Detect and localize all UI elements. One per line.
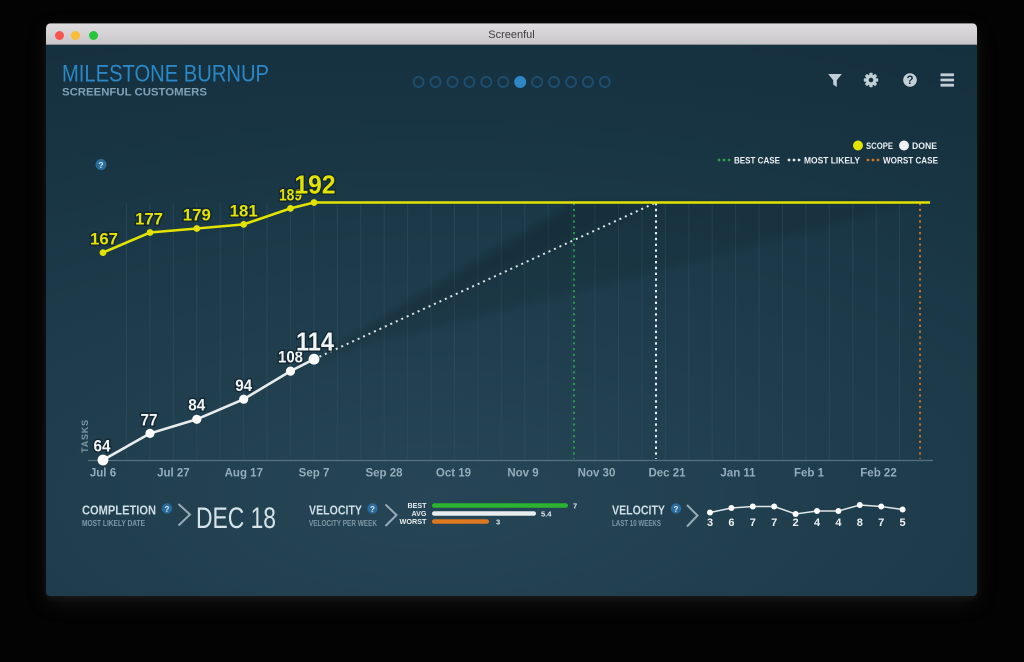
svg-text:Feb 1: Feb 1 (794, 468, 825, 480)
svg-text:7: 7 (573, 502, 577, 511)
svg-text:SCOPE: SCOPE (866, 141, 893, 151)
svg-text:COMPLETION: COMPLETION (82, 503, 156, 518)
svg-text:3: 3 (707, 517, 713, 529)
svg-text:Aug 17: Aug 17 (225, 468, 263, 480)
svg-text:2: 2 (793, 517, 799, 529)
svg-text:179: 179 (183, 207, 211, 225)
svg-text:?: ? (906, 75, 913, 87)
svg-text:189: 189 (279, 186, 302, 204)
svg-text:84: 84 (188, 397, 206, 415)
svg-text:114: 114 (296, 327, 334, 357)
svg-text:TASKS: TASKS (80, 419, 90, 453)
svg-text:Sep 7: Sep 7 (299, 468, 330, 480)
svg-text:VELOCITY: VELOCITY (612, 503, 665, 518)
svg-text:94: 94 (235, 377, 253, 395)
svg-text:177: 177 (135, 211, 163, 229)
svg-text:WORST: WORST (400, 517, 427, 526)
svg-text:VELOCITY: VELOCITY (309, 503, 362, 518)
svg-text:DEC 18: DEC 18 (196, 502, 276, 535)
svg-text:77: 77 (141, 411, 158, 429)
svg-text:5.4: 5.4 (541, 510, 552, 519)
svg-text:BEST CASE: BEST CASE (734, 156, 780, 166)
svg-text:Sep 28: Sep 28 (365, 468, 403, 480)
svg-text:?: ? (370, 505, 375, 514)
svg-text:?: ? (165, 505, 170, 514)
svg-text:181: 181 (230, 202, 258, 220)
svg-text:Nov 30: Nov 30 (578, 468, 616, 480)
svg-text:MILESTONE BURNUP: MILESTONE BURNUP (62, 61, 269, 88)
svg-text:Jul 6: Jul 6 (90, 468, 116, 480)
svg-text:7: 7 (750, 517, 756, 529)
svg-text:7: 7 (771, 517, 777, 529)
svg-text:5: 5 (900, 517, 906, 529)
svg-text:3: 3 (496, 518, 500, 527)
svg-text:VELOCITY PER WEEK: VELOCITY PER WEEK (309, 519, 377, 528)
svg-text:MOST LIKELY: MOST LIKELY (804, 156, 860, 166)
svg-text:?: ? (98, 160, 103, 170)
svg-text:167: 167 (90, 231, 118, 249)
svg-text:4: 4 (814, 517, 821, 529)
svg-text:192: 192 (295, 170, 336, 200)
svg-text:7: 7 (878, 517, 884, 529)
svg-text:Nov 9: Nov 9 (507, 468, 538, 480)
svg-text:?: ? (674, 505, 679, 514)
svg-text:Jan 11: Jan 11 (720, 468, 756, 480)
svg-text:Jul 27: Jul 27 (157, 468, 190, 480)
svg-text:8: 8 (857, 517, 863, 529)
svg-text:Dec 21: Dec 21 (648, 468, 686, 480)
svg-text:AVG: AVG (412, 509, 427, 518)
svg-text:SCREENFUL CUSTOMERS: SCREENFUL CUSTOMERS (62, 87, 207, 99)
svg-text:64: 64 (94, 438, 112, 456)
svg-text:6: 6 (728, 517, 734, 529)
svg-text:BEST: BEST (408, 501, 427, 510)
svg-text:LAST 10 WEEKS: LAST 10 WEEKS (612, 519, 662, 528)
svg-text:4: 4 (835, 517, 842, 529)
svg-text:Feb 22: Feb 22 (860, 468, 896, 480)
svg-text:108: 108 (278, 349, 303, 367)
svg-text:Oct 19: Oct 19 (436, 468, 471, 480)
svg-text:WORST CASE: WORST CASE (883, 156, 938, 166)
svg-text:DONE: DONE (912, 141, 937, 151)
svg-text:MOST LIKELY DATE: MOST LIKELY DATE (82, 519, 146, 528)
